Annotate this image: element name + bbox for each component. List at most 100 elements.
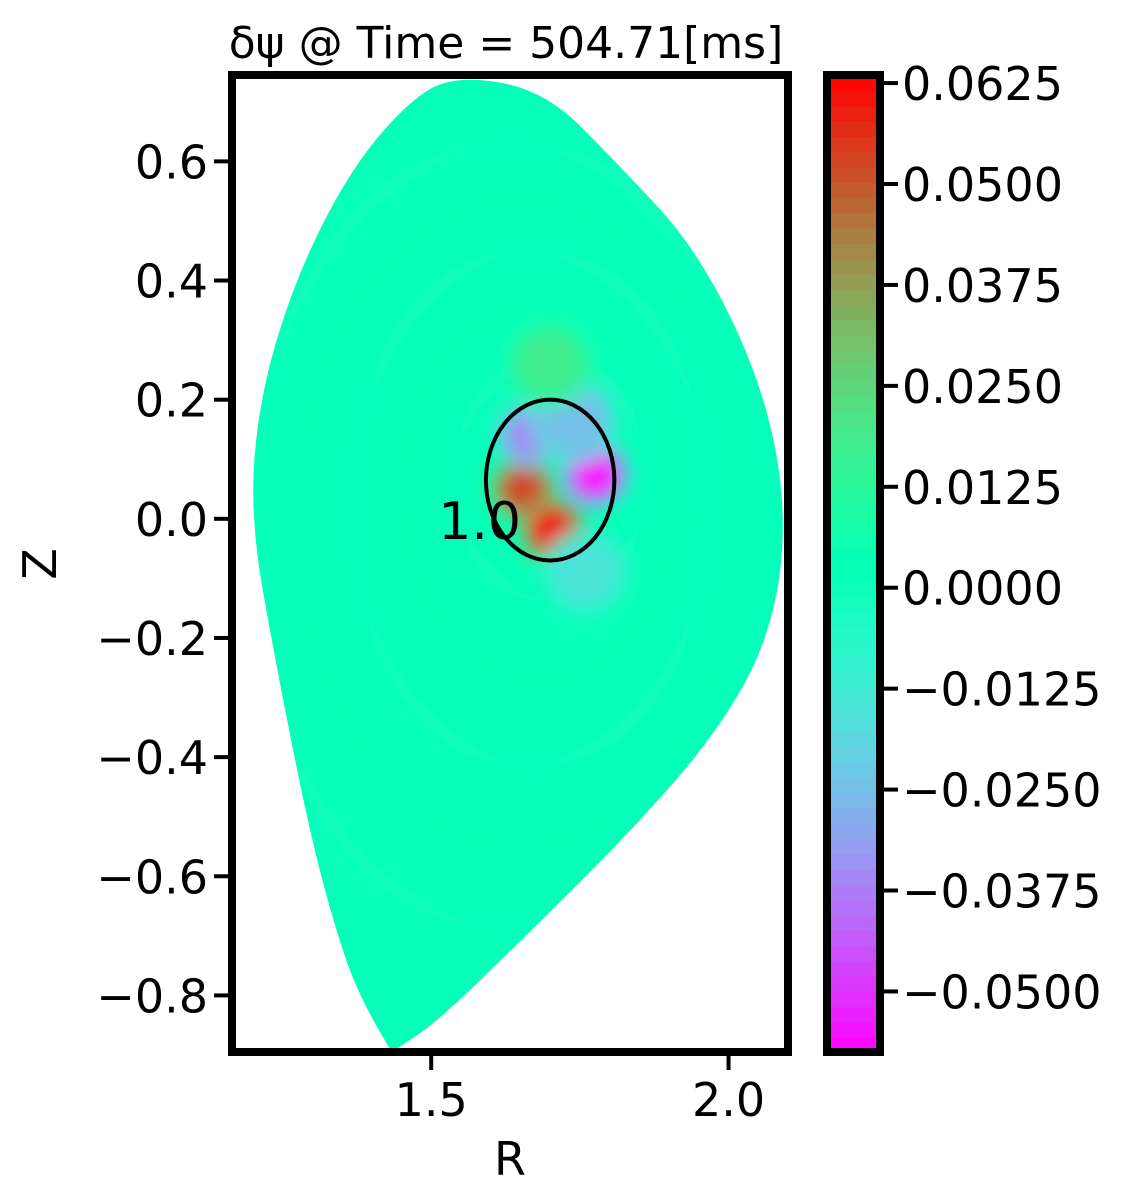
plot-area: 1.0	[253, 79, 783, 1052]
x-tick-label: 2.0	[692, 1073, 765, 1127]
x-axis-label: R	[494, 1132, 526, 1186]
colorbar-band	[827, 151, 880, 168]
colorbar-band	[827, 990, 880, 1008]
ripple-ring	[394, 297, 687, 692]
colorbar-band	[827, 1006, 880, 1023]
colorbar-band	[827, 594, 880, 611]
colorbar-band	[827, 105, 880, 122]
colorbar-band	[827, 181, 880, 199]
colorbar-tick-label: −0.0375	[902, 865, 1102, 919]
y-axis-label: Z	[13, 548, 67, 580]
ripple-ring	[290, 189, 751, 856]
y-tick-label: 0.4	[135, 255, 208, 309]
colorbar-band	[827, 899, 880, 916]
colorbar-band	[827, 395, 880, 412]
colorbar-band	[827, 548, 880, 565]
colorbar-band	[827, 838, 880, 855]
colorbar-band	[827, 487, 880, 504]
perturbation-blob	[499, 465, 548, 514]
colorbar-band	[827, 456, 880, 473]
colorbar: 0.0625 0.0500 0.0375 0.0250 0.0125 0.0000 −0.0…	[823, 57, 1102, 1056]
colorbar-tick-label: 0.0375	[902, 259, 1063, 313]
colorbar-band	[827, 960, 880, 977]
colorbar-band	[827, 258, 880, 275]
colorbar-band	[827, 929, 880, 947]
colorbar-band	[827, 242, 880, 260]
colorbar-band	[827, 975, 880, 992]
colorbar-band	[827, 426, 880, 443]
contour-line	[483, 397, 617, 563]
colorbar-band	[827, 441, 880, 458]
x-tick-label: 1.5	[395, 1073, 468, 1127]
colorbar-tick-label: 0.0125	[902, 461, 1063, 515]
colorbar-band	[827, 884, 880, 901]
colorbar-band	[827, 578, 880, 596]
colorbar-tick-label: 0.0000	[902, 562, 1063, 616]
y-tick-label: 0.2	[135, 374, 208, 428]
colorbar-band	[827, 380, 880, 397]
colorbar-band	[827, 90, 880, 107]
colorbar-band	[827, 349, 880, 367]
colorbar-band	[827, 792, 880, 809]
y-tick-label: −0.2	[96, 612, 208, 666]
colorbar-band	[827, 639, 880, 657]
colorbar-ticks: 0.0625 0.0500 0.0375 0.0250 0.0125 0.0000 −0.0…	[884, 57, 1102, 1019]
y-axis-ticks: 0.6 0.4 0.2 0.0 −0.2 −0.4 −0.6 −0.8	[96, 135, 228, 1023]
colorbar-band	[827, 761, 880, 779]
colorbar-band	[827, 365, 880, 382]
colorbar-band	[827, 731, 880, 748]
x-axis-ticks: 1.5 2.0	[395, 1056, 765, 1127]
ripple-ring	[253, 135, 783, 938]
perturbation-blob	[516, 329, 585, 398]
axes-frame	[228, 71, 792, 1056]
y-tick-label: 0.0	[135, 493, 208, 547]
colorbar-band	[827, 945, 880, 962]
colorbar-band	[827, 1021, 880, 1038]
colorbar-band	[827, 273, 880, 290]
colorbar-gradient	[827, 75, 880, 1053]
colorbar-tick-label: 0.0500	[902, 158, 1063, 212]
contour-label: 1.0	[438, 492, 521, 552]
colorbar-band	[827, 136, 880, 153]
y-tick-label: 0.6	[135, 135, 208, 189]
colorbar-band	[827, 517, 880, 534]
colorbar-band	[827, 212, 880, 229]
colorbar-band	[827, 670, 880, 687]
colorbar-tick-label: −0.0500	[902, 965, 1102, 1019]
y-tick-label: −0.8	[96, 969, 208, 1023]
colorbar-band	[827, 655, 880, 672]
colorbar-band	[827, 563, 880, 580]
ripple-pattern	[253, 79, 783, 1052]
colorbar-tick-label: −0.0250	[902, 764, 1102, 818]
colorbar-band	[827, 502, 880, 519]
colorbar-frame	[823, 71, 884, 1056]
y-tick-label: −0.6	[96, 850, 208, 904]
colorbar-band	[827, 288, 880, 305]
colorbar-band	[827, 746, 880, 763]
colorbar-band	[827, 807, 880, 825]
colorbar-tick-label: 0.0625	[902, 57, 1063, 111]
chart-title: δψ @ Time = 504.71[ms]	[229, 18, 784, 69]
colorbar-band	[827, 166, 880, 183]
colorbar-band	[827, 700, 880, 718]
colorbar-tick-label: 0.0250	[902, 360, 1063, 414]
colorbar-band	[827, 227, 880, 244]
colorbar-band	[827, 471, 880, 489]
colorbar-band	[827, 609, 880, 626]
colorbar-band	[827, 716, 880, 733]
colorbar-band	[827, 197, 880, 214]
colorbar-tick-label: −0.0125	[902, 663, 1102, 717]
colorbar-band	[827, 777, 880, 794]
colorbar-band	[827, 532, 880, 550]
y-tick-label: −0.4	[96, 731, 208, 785]
colorbar-band	[827, 624, 880, 641]
colorbar-band	[827, 303, 880, 321]
colorbar-band	[827, 75, 880, 92]
colorbar-band	[827, 868, 880, 886]
colorbar-band	[827, 685, 880, 702]
colorbar-band	[827, 410, 880, 428]
colorbar-band	[827, 914, 880, 931]
plasma-cross-section	[253, 79, 783, 1052]
colorbar-band	[827, 319, 880, 336]
colorbar-band	[827, 334, 880, 351]
